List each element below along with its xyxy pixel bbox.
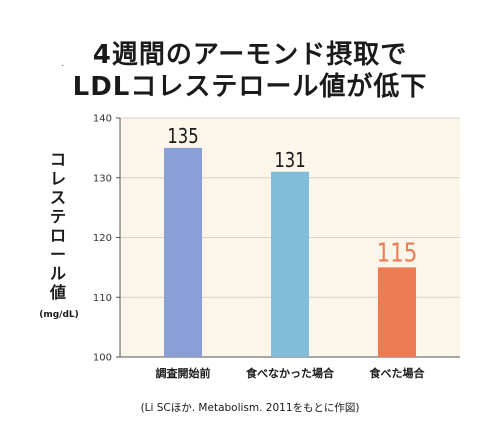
data-label: 115 [377, 237, 418, 268]
y-tick-label: 100 [93, 353, 112, 364]
bar [271, 171, 309, 357]
chart-title-line2: LDLコレステロール値が低下 [72, 72, 428, 102]
x-tick-label: 食べた場合 [370, 366, 426, 380]
x-tick-label: 調査開始前 [156, 366, 211, 380]
data-label: 131 [274, 149, 305, 172]
y-tick-label: 120 [93, 233, 112, 244]
source-note: (Li SCほか. Metabolism. 2011をもとに作図) [140, 402, 360, 414]
data-label: 135 [167, 125, 198, 148]
bar [164, 147, 202, 357]
y-axis-label: コレステロール値 [49, 150, 66, 302]
y-tick-label: 130 [93, 173, 112, 184]
chart-title-line1: 4週間のアーモンド摂取で [92, 40, 408, 70]
y-tick-label: 140 [93, 114, 112, 125]
stray-mark: ˙ [60, 63, 66, 76]
y-tick-label: 110 [93, 293, 112, 304]
y-axis-unit: (mg/dL) [39, 310, 79, 320]
bar [378, 267, 416, 357]
x-tick-label: 食べなかった場合 [246, 366, 335, 380]
